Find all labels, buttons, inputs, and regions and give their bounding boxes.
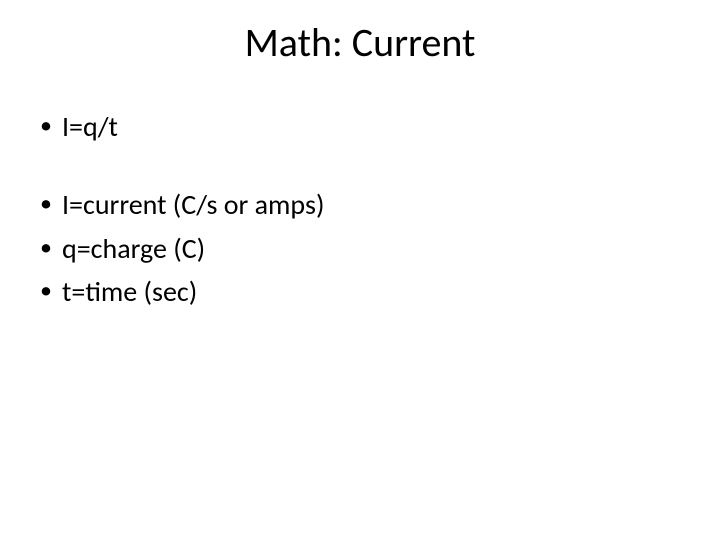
slide-title: Math: Current bbox=[0, 18, 720, 67]
bullet-item: t=time (sec) bbox=[34, 273, 686, 311]
slide: Math: Current I=q/t I=current (C/s or am… bbox=[0, 0, 720, 540]
bullet-item: I=current (C/s or amps) bbox=[34, 186, 686, 224]
slide-body: I=q/t I=current (C/s or amps) q=charge (… bbox=[34, 108, 686, 317]
bullet-item: q=charge (C) bbox=[34, 230, 686, 268]
bullet-item: I=q/t bbox=[34, 108, 686, 146]
group-gap bbox=[34, 152, 686, 186]
bullet-list: I=current (C/s or amps) q=charge (C) t=t… bbox=[34, 186, 686, 311]
bullet-list: I=q/t bbox=[34, 108, 686, 146]
